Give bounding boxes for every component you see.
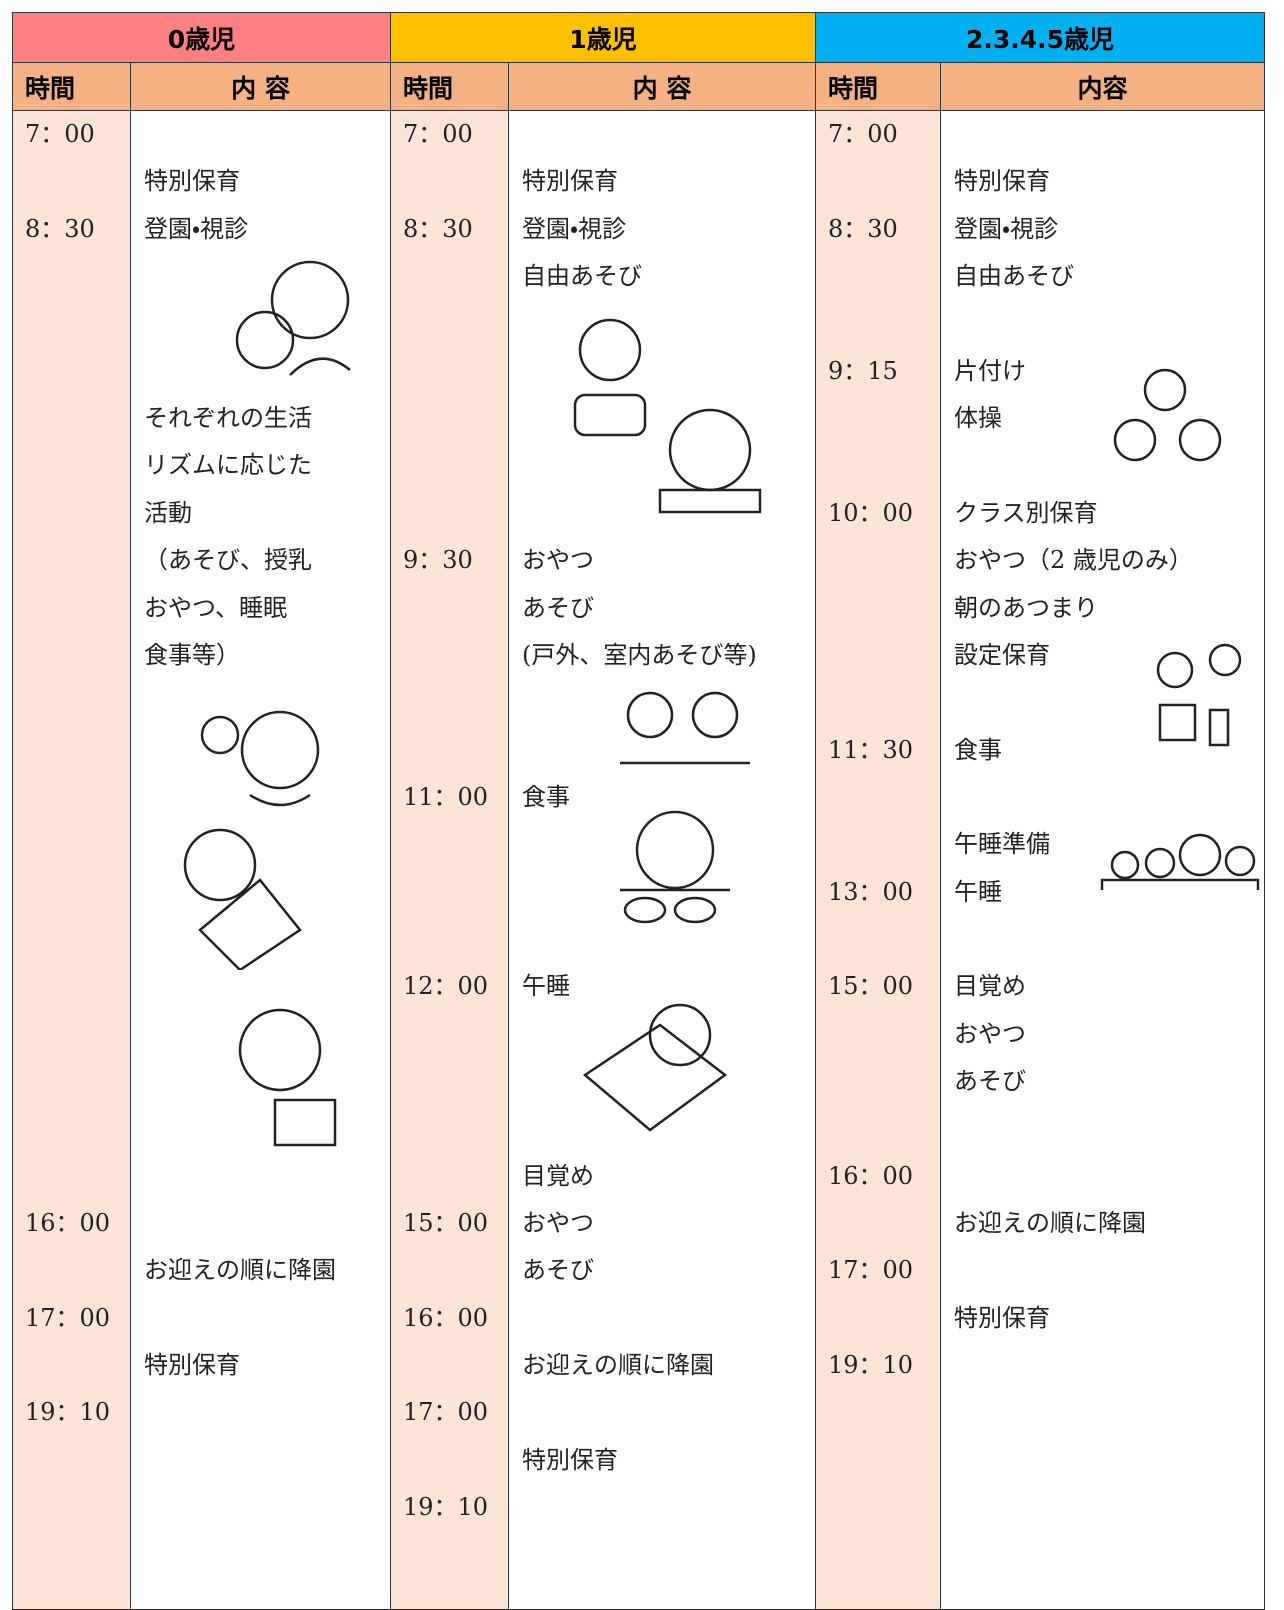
time-column (12, 110, 131, 1610)
time-text: 17：00 (828, 1256, 914, 1285)
time-text: 11：30 (828, 735, 914, 764)
content-text: お迎えの順に降園 (954, 1209, 1146, 1238)
illustration (238, 1008, 337, 1147)
column-header: 内容 (940, 62, 1265, 111)
illustration (620, 810, 730, 924)
content-text: あそび (522, 1256, 594, 1285)
content-text: 午睡準備 (954, 830, 1050, 859)
content-text: おやつ、睡眠 (144, 593, 288, 622)
content-text: 朝のあつまり (954, 593, 1098, 622)
content-text: 目覚め (522, 1161, 594, 1190)
time-text: 9：30 (403, 546, 473, 575)
time-text: 17：00 (403, 1398, 489, 1427)
time-text: 17：00 (25, 1303, 111, 1332)
column-header: 時間 (390, 62, 509, 111)
illustration (573, 318, 762, 514)
content-text: 特別保育 (522, 1445, 618, 1474)
content-text: 特別保育 (954, 167, 1050, 196)
time-text: 11：00 (403, 782, 489, 811)
content-text: 活動 (144, 498, 192, 527)
time-text: 7：00 (403, 120, 473, 148)
content-text: クラス別保育 (954, 498, 1098, 527)
illustration (1100, 833, 1260, 890)
content-text: 目覚め (954, 972, 1026, 1001)
time-text: 16：00 (828, 1161, 914, 1190)
content-text: 午睡 (954, 877, 1002, 906)
time-text: 19：10 (403, 1493, 489, 1522)
content-column (940, 110, 1265, 1610)
illustration (1156, 643, 1242, 747)
content-text: リズムに応じた (144, 451, 312, 480)
content-text: おやつ (954, 1019, 1026, 1048)
time-text: 13：00 (828, 877, 914, 906)
time-text: 16：00 (25, 1209, 111, 1238)
time-text: 12：00 (403, 972, 489, 1001)
time-text: 16：00 (403, 1303, 489, 1332)
content-text: （あそび、授乳 (144, 546, 312, 575)
content-text: 食事 (522, 782, 570, 811)
illustration (582, 1003, 728, 1132)
illustration (1113, 368, 1222, 462)
time-text: 7：00 (25, 120, 95, 148)
time-text: 15：00 (403, 1209, 489, 1238)
group-header: 2.3.4.5歳児 (815, 12, 1265, 63)
content-text: 自由あそび (954, 262, 1074, 291)
time-text: 9：15 (828, 356, 898, 385)
content-text: 特別保育 (954, 1303, 1050, 1332)
content-text: あそび (522, 593, 594, 622)
time-column (390, 110, 509, 1610)
content-text: 特別保育 (144, 1351, 240, 1380)
column-header: 内 容 (508, 62, 816, 111)
content-text: 自由あそび (522, 262, 642, 291)
content-text: おやつ (522, 1209, 594, 1238)
content-text: 特別保育 (522, 167, 618, 196)
content-column (130, 110, 391, 1610)
content-text: お迎えの順に降園 (144, 1256, 336, 1285)
column-header: 内 容 (130, 62, 391, 111)
group-header: 0歳児 (12, 12, 391, 63)
illustration (620, 691, 750, 765)
content-text: 午睡 (522, 972, 570, 1001)
column-header: 時間 (815, 62, 941, 111)
time-text: 19：10 (25, 1398, 111, 1427)
illustration (200, 710, 320, 807)
content-text: 体操 (954, 404, 1002, 433)
time-text: 8：30 (828, 214, 898, 243)
content-text: 食事 (954, 735, 1002, 764)
illustration (235, 260, 351, 376)
content-text: あそび (954, 1067, 1026, 1095)
group-header: 1歳児 (390, 12, 816, 63)
time-text: 8：30 (403, 214, 473, 243)
illustration (183, 828, 302, 970)
content-text: 食事等） (144, 640, 240, 669)
time-text: 8：30 (25, 214, 95, 243)
time-text: 10：00 (828, 498, 914, 527)
content-text: 設定保育 (954, 640, 1050, 669)
content-text: おやつ (522, 546, 594, 575)
time-text: 7：00 (828, 120, 898, 148)
content-text: 登園・視診 (954, 214, 1059, 243)
time-text: 19：10 (828, 1351, 914, 1380)
content-text: 特別保育 (144, 167, 240, 196)
content-column (508, 110, 816, 1610)
column-header: 時間 (12, 62, 131, 111)
content-text: お迎えの順に降園 (522, 1351, 714, 1380)
time-text: 15：00 (828, 972, 914, 1001)
content-text: 片付け (954, 356, 1026, 385)
time-column (815, 110, 941, 1610)
content-text: 登園・視診 (144, 214, 249, 243)
content-text: それぞれの生活 (144, 404, 312, 433)
content-text: (戸外、室内あそび等) (522, 640, 757, 669)
content-text: 登園・視診 (522, 214, 627, 243)
content-text: おやつ（2 歳児のみ） (954, 546, 1193, 575)
